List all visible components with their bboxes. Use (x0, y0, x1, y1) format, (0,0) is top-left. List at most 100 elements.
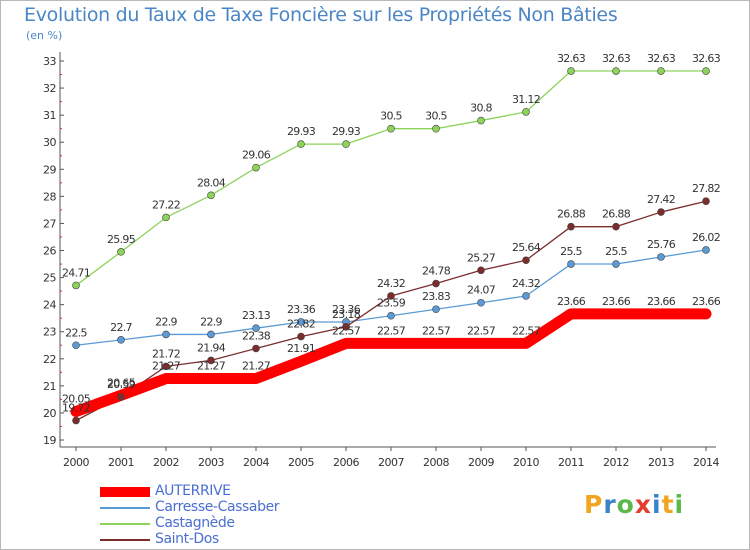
chart-unit: (en %) (26, 29, 63, 42)
data-point (207, 191, 215, 200)
data-point (477, 266, 485, 275)
data-label: 22.57 (422, 324, 451, 337)
data-point (117, 336, 125, 344)
legend-swatch (100, 523, 150, 525)
data-label: 20.65 (107, 376, 136, 389)
data-point (342, 140, 350, 148)
logo-letter: o (616, 490, 635, 519)
data-label: 24.32 (512, 277, 540, 290)
data-point (567, 222, 575, 231)
data-point (702, 246, 710, 254)
x-tick-label: 2009 (468, 456, 494, 469)
data-point (162, 330, 170, 339)
y-tick-label: 22 (43, 353, 56, 366)
data-point (72, 281, 80, 290)
data-label: 21.72 (152, 347, 180, 360)
data-label: 32.63 (602, 52, 631, 65)
data-point (207, 330, 215, 339)
data-label: 28.04 (197, 176, 226, 189)
chart-title: Evolution du Taux de Taxe Foncière sur l… (24, 4, 618, 26)
data-label: 29.93 (287, 125, 316, 138)
data-point (657, 208, 665, 216)
data-point (162, 213, 170, 222)
y-tick-label: 26 (43, 245, 56, 258)
data-label: 27.82 (692, 182, 720, 195)
data-label: 23.36 (287, 303, 316, 316)
data-point (432, 279, 440, 288)
x-tick-label: 2007 (378, 456, 404, 469)
data-label: 27.22 (152, 198, 180, 211)
x-tick-label: 2004 (243, 456, 269, 469)
data-label: 22.7 (110, 321, 132, 334)
data-label: 26.02 (692, 231, 720, 244)
data-point (702, 67, 710, 75)
data-point (117, 248, 125, 256)
data-label: 32.63 (647, 52, 676, 65)
x-tick-label: 2012 (603, 456, 629, 469)
data-label: 23.59 (377, 297, 406, 310)
data-label: 29.06 (242, 149, 271, 162)
x-tick-label: 2013 (648, 456, 674, 469)
proxiti-logo[interactable]: Proxiti (584, 490, 684, 519)
data-point (72, 341, 80, 350)
data-label: 25.76 (647, 238, 676, 251)
data-label: 22.57 (467, 324, 496, 337)
y-tick-label: 32 (43, 82, 56, 95)
series-line-auterrive (70, 308, 712, 418)
data-label: 20.59 (107, 378, 136, 391)
data-point (72, 416, 80, 425)
x-tick-label: 2003 (198, 456, 224, 469)
data-label: 21.27 (152, 360, 181, 373)
data-label: 21.91 (287, 342, 315, 355)
x-tick-label: 2000 (63, 456, 89, 469)
legend-label: Castagnède (155, 515, 235, 531)
data-point (567, 260, 575, 268)
x-tick-label: 2006 (333, 456, 359, 469)
x-tick-label: 2011 (558, 456, 584, 469)
data-label: 21.27 (242, 360, 271, 373)
data-point (522, 256, 530, 265)
logo-letter: i (674, 490, 685, 519)
x-tick-label: 2008 (423, 456, 449, 469)
data-point (297, 318, 305, 326)
data-label: 27.42 (647, 193, 675, 206)
data-label: 22.57 (332, 324, 361, 337)
data-label: 25.5 (605, 245, 627, 258)
logo-letter: i (652, 490, 662, 519)
data-label: 22.9 (155, 315, 177, 328)
data-point (117, 393, 125, 401)
y-tick-label: 20 (43, 407, 56, 420)
data-point (477, 116, 485, 125)
y-tick-label: 33 (43, 55, 56, 68)
x-tick-label: 2010 (513, 456, 539, 469)
data-label: 30.8 (470, 102, 492, 115)
data-point (612, 260, 620, 268)
y-tick-label: 23 (43, 326, 56, 339)
data-label: 23.66 (557, 295, 586, 308)
data-label: 25.27 (467, 251, 496, 264)
logo-letter: x (634, 490, 652, 519)
x-tick-label: 2005 (288, 456, 314, 469)
y-tick-label: 31 (43, 109, 56, 122)
x-tick-label: 2014 (693, 456, 719, 469)
data-label: 21.27 (197, 360, 226, 373)
data-label: 24.78 (422, 265, 451, 278)
data-label: 21.94 (197, 341, 226, 354)
data-label: 23.66 (692, 295, 721, 308)
data-label: 31.12 (512, 93, 540, 106)
legend-label: AUTERRIVE (155, 483, 231, 499)
data-point (657, 67, 665, 75)
data-point (657, 253, 665, 261)
data-label: 23.36 (332, 303, 361, 316)
legend-swatch (100, 539, 150, 541)
y-tick-label: 21 (43, 380, 56, 393)
x-tick-label: 2002 (153, 456, 179, 469)
data-point (432, 124, 440, 133)
data-label: 19.72 (62, 402, 90, 415)
data-label: 23.83 (422, 290, 451, 303)
data-point (252, 163, 260, 172)
data-point (522, 108, 530, 116)
data-point (297, 332, 305, 341)
data-point (387, 311, 395, 320)
